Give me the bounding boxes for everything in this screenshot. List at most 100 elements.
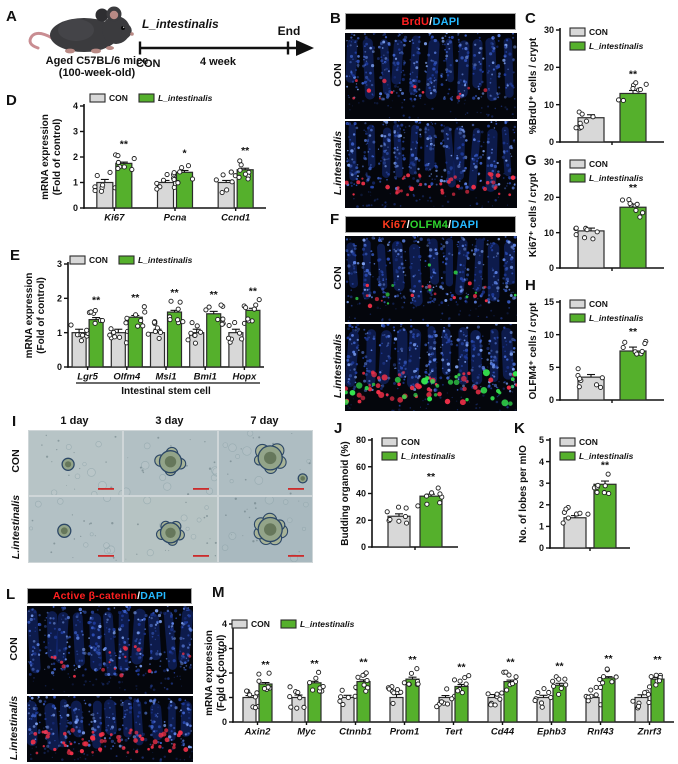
data-point (424, 501, 430, 507)
data-point (449, 696, 455, 702)
chart-E: mRNA expression (Fold of control) 0 1 2 3 ** Lg… (4, 240, 326, 418)
data-point (602, 483, 608, 489)
data-point (622, 339, 628, 345)
data-point (115, 159, 121, 166)
data-point (100, 182, 106, 188)
data-point (364, 677, 370, 684)
panel-letter-C: C (525, 10, 536, 27)
col-label-3day: 3 day (155, 415, 184, 427)
data-point (562, 676, 568, 682)
timeline-con-label: CON (136, 58, 161, 70)
data-point (220, 172, 226, 178)
data-point (532, 697, 538, 704)
data-point (463, 681, 469, 687)
panel-letter-J: J (334, 420, 343, 437)
chart-H: OLFM4⁺ cells / crypt 0 5 10 15 ** CON L_intesti… (522, 288, 678, 416)
data-point (415, 503, 421, 509)
y-tick-label: 10 (544, 100, 554, 110)
x-tick-label: Bmi1 (194, 372, 217, 383)
data-point (648, 674, 654, 680)
data-point (295, 689, 301, 696)
data-point (171, 170, 177, 176)
x-tick-label: Pcna (164, 213, 187, 224)
significance-marker: ** (92, 295, 101, 307)
data-point (185, 163, 191, 169)
x-tick-label: Lgr5 (77, 372, 98, 383)
bar-treat (601, 677, 616, 723)
legend-label: CON (579, 437, 598, 447)
title-part: DAPI (432, 15, 460, 28)
legend-label: CON (589, 27, 608, 37)
y-tick-label: 0 (361, 542, 366, 552)
legend-swatch (381, 437, 398, 447)
data-point (565, 515, 571, 521)
data-point (550, 683, 557, 689)
legend-swatch (569, 159, 586, 169)
data-point (466, 673, 472, 679)
x-tick-label: Ki67 (104, 213, 125, 224)
data-point (256, 671, 262, 677)
data-point (360, 672, 366, 678)
legend-swatch (559, 451, 576, 461)
y-tick-label: 20 (544, 193, 554, 203)
y-axis-label: %BrdU⁺ cells / crypt (528, 37, 539, 134)
data-point (636, 703, 642, 709)
bar-treat (175, 171, 194, 209)
y-axis-label: (Fold of control) (52, 119, 63, 196)
data-point (497, 696, 503, 702)
data-point (115, 153, 121, 159)
data-point (630, 698, 636, 704)
data-point (637, 214, 643, 220)
bar-con (189, 332, 205, 368)
data-point (601, 490, 607, 496)
data-point (164, 171, 170, 178)
significance-marker: ** (629, 182, 638, 194)
data-point (253, 302, 259, 308)
data-point (254, 690, 260, 696)
y-tick-label: 0 (73, 203, 78, 213)
data-point (124, 315, 130, 321)
data-point (599, 375, 605, 381)
significance-marker: ** (408, 654, 417, 666)
data-point (403, 505, 409, 511)
row-label-L-intestinalis: L.intestinalis (8, 695, 20, 761)
data-point (242, 171, 249, 177)
data-point (229, 179, 235, 185)
data-point (252, 694, 258, 700)
title-part: / (429, 15, 433, 28)
data-point (189, 320, 195, 326)
organoid-image-con-1day (28, 430, 123, 496)
y-axis-label: (Fold of control) (36, 277, 47, 354)
data-point (244, 688, 250, 694)
data-point (590, 236, 596, 242)
data-point (301, 704, 307, 710)
panel-letter-M: M (212, 584, 225, 601)
data-point (141, 304, 147, 310)
panel-F-title: Ki67/OLFM4/DAPI (345, 216, 516, 233)
data-point (398, 689, 404, 695)
data-point (642, 340, 648, 347)
bar-con (71, 332, 87, 368)
legend-label: L_intestinalis (579, 451, 634, 461)
data-point (415, 681, 421, 687)
data-point (297, 695, 303, 701)
data-point (620, 344, 626, 351)
data-point (597, 684, 604, 690)
panel-letter-A: A (6, 8, 17, 25)
legend-label: L_intestinalis (589, 313, 644, 323)
x-tick-label: Tert (445, 727, 463, 738)
data-point (94, 173, 100, 179)
panel-B-title: BrdU / DAPI (345, 13, 516, 30)
data-point (488, 702, 494, 708)
data-point (619, 197, 626, 203)
y-tick-label: 2 (73, 152, 78, 162)
y-axis-label: Ki67⁺ cells / crypt (528, 172, 539, 257)
title-part: OLFM4 (409, 218, 449, 231)
panel-letter-L: L (6, 586, 16, 603)
y-tick-label: 1 (73, 178, 78, 188)
chart-M: mRNA expression (Fold of control) 0 1 2 3 4 ** A… (200, 596, 678, 764)
data-point (423, 493, 430, 499)
significance-marker: ** (241, 145, 250, 157)
data-point (68, 322, 74, 328)
data-point (339, 687, 345, 693)
